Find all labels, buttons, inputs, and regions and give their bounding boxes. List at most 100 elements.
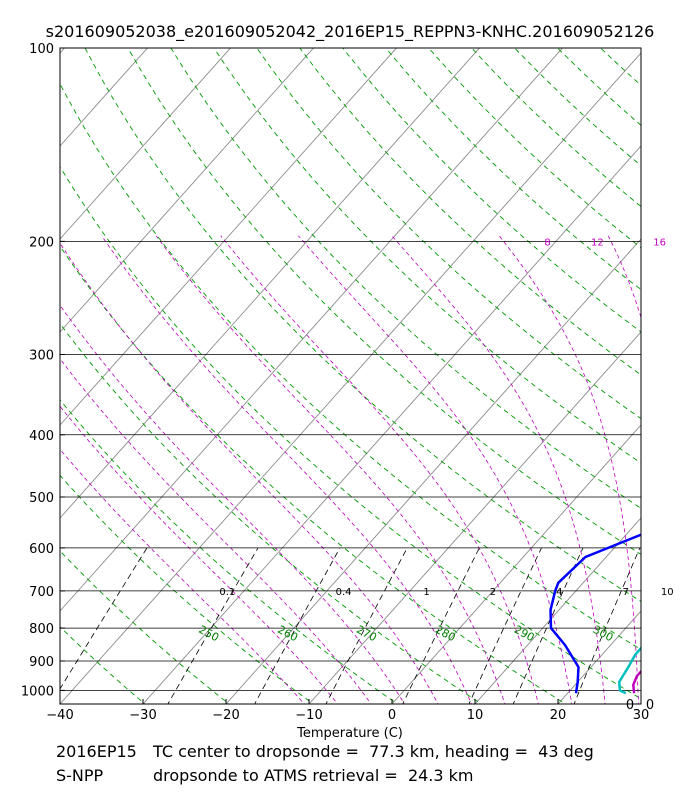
mixing-ratio-line (402, 547, 480, 704)
tc-distance-text: TC center to dropsonde = 77.3 km, headin… (153, 742, 594, 761)
x-tick-label: −30 (129, 708, 156, 723)
isotherm-line (142, 145, 641, 704)
retrieval-distance-text: dropsonde to ATMS retrieval = 24.3 km (153, 766, 474, 785)
mixing-ratio-label-low: 7 (623, 587, 629, 598)
x-axis-label: Temperature (C) (296, 726, 403, 741)
mixing-ratio-label: 8 (544, 237, 550, 248)
dry-adiabat-line (170, 48, 641, 509)
satellite-name: S-NPP (56, 766, 104, 785)
dry-adiabat-line (514, 48, 641, 167)
dry-adiabat-line (299, 48, 641, 376)
isotherm-line (60, 48, 481, 519)
dry-adiabat-label: 280 (433, 623, 458, 644)
isotherm-line (308, 331, 641, 704)
mixing-ratio-label-low: 4 (556, 587, 562, 598)
mixing-ratio-line (167, 547, 259, 704)
y-tick-label: 500 (29, 491, 54, 506)
corner-label: 0 (626, 698, 634, 713)
dry-adiabat-line (673, 36, 700, 706)
chart-title: s201609052038_e201609052042_2016EP15_REP… (46, 22, 655, 42)
dry-adiabat-line (60, 399, 399, 704)
isotherm-line (640, 703, 641, 704)
dry-adiabat-line (385, 48, 641, 291)
isotherm-line (60, 48, 315, 333)
y-tick-label: 900 (29, 655, 54, 670)
dry-adiabat-line (60, 322, 483, 704)
series-line (617, 646, 641, 695)
mixing-ratio-label-low: 2 (490, 587, 496, 598)
background-lines (60, 36, 700, 706)
moist-adiabat-line (607, 235, 641, 320)
mixing-ratio-label-low: 10 (661, 587, 674, 598)
dry-adiabat-line (127, 48, 641, 555)
mixing-ratio-label-low: 0.4 (336, 587, 352, 598)
x-tick-label: 30 (633, 708, 650, 723)
mixing-ratio-line (254, 547, 341, 704)
dry-adiabat-line (256, 48, 641, 420)
dry-adiabat-line (60, 474, 315, 704)
corner-label: 0 (646, 698, 654, 713)
x-tick-label: 20 (550, 708, 567, 723)
dry-adiabat-line (60, 82, 641, 651)
x-tick-label: −20 (212, 708, 239, 723)
dry-adiabat-line (60, 626, 146, 704)
dry-adiabat-line (428, 48, 641, 249)
y-tick-label: 600 (29, 542, 54, 557)
isotherm-line (60, 48, 149, 147)
moist-adiabat-line (60, 242, 439, 704)
moist-adiabat-line (60, 448, 305, 704)
isotherm-line (60, 48, 66, 54)
mixing-ratio-line (325, 547, 408, 704)
dry-adiabat-line (213, 48, 641, 464)
series-line (632, 669, 641, 694)
mixing-ratio-label-low: 0.1 (219, 587, 235, 598)
dry-adiabat-line (60, 245, 567, 704)
isotherm-line (60, 48, 232, 240)
moist-adiabat-line (498, 235, 639, 704)
moist-adiabat-line (60, 304, 406, 704)
moist-adiabat-line (60, 358, 372, 704)
dry-adiabat-line (471, 48, 641, 208)
mixing-ratio-label: 12 (591, 237, 604, 248)
mixing-ratio-line (512, 547, 584, 704)
mixing-ratio-line (60, 547, 148, 690)
y-tick-label: 400 (29, 429, 54, 444)
x-tick-label: 0 (388, 708, 396, 723)
isotherm-line (60, 48, 564, 612)
y-tick-label: 200 (29, 235, 54, 250)
mixing-ratio-label-low: 1 (423, 587, 429, 598)
moist-adiabat-line (391, 235, 606, 704)
x-tick-label: 10 (467, 708, 484, 723)
y-tick-label: 300 (29, 348, 54, 363)
dry-adiabat-line (60, 702, 62, 704)
dry-adiabat-line (556, 48, 641, 126)
mixing-ratio-label: 16 (653, 237, 666, 248)
isotherm-line (391, 424, 641, 704)
isotherm-line (60, 52, 641, 704)
y-tick-label: 1000 (21, 684, 54, 699)
mixing-ratio-line (573, 547, 641, 704)
mixing-ratio-line (468, 547, 542, 704)
storm-id: 2016EP15 (56, 742, 137, 761)
dry-adiabat-line (599, 48, 641, 86)
dry-adiabat-label: 300 (591, 623, 616, 644)
dry-adiabat-line (60, 165, 641, 700)
isotherm-line (557, 610, 641, 704)
isotherm-line (474, 517, 641, 704)
dry-adiabat-label: 260 (275, 623, 300, 644)
caption-line-1: 2016EP15 TC center to dropsonde = 77.3 km… (56, 742, 594, 761)
moist-adiabat-line (101, 235, 472, 704)
dry-adiabat-label: 250 (197, 623, 222, 644)
y-tick-label: 100 (29, 42, 54, 57)
isotherm-line (225, 238, 641, 704)
sounding-lines (549, 533, 641, 695)
y-tick-label: 700 (29, 585, 54, 600)
caption-line-2: S-NPP dropsonde to ATMS retrieval = 24.3 … (56, 766, 474, 785)
x-tick-label: −10 (295, 708, 322, 723)
axes: −40 −30 −20 −10 0 10 20 30100200300400500600700… (21, 42, 649, 723)
dry-adiabat-line (342, 48, 641, 333)
moist-adiabat-line (220, 235, 539, 704)
y-tick-label: 800 (29, 622, 54, 637)
dry-adiabat-line (60, 550, 230, 704)
